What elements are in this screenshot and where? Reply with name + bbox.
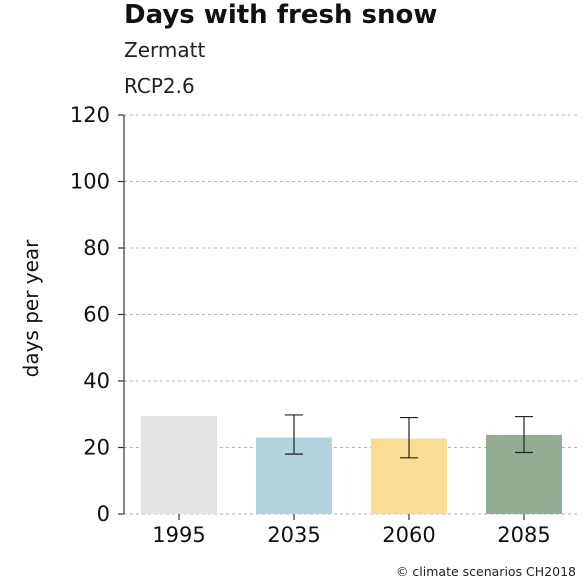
x-tick-label-2035: 2035 — [267, 523, 320, 547]
y-tick-label: 0 — [97, 502, 110, 526]
chart-title: Days with fresh snow — [124, 0, 438, 30]
x-tick-label-2085: 2085 — [497, 523, 550, 547]
x-tick-label-1995: 1995 — [152, 523, 205, 547]
bar-1995 — [141, 415, 217, 514]
y-axis-label: days per year — [19, 239, 43, 378]
y-tick-label: 40 — [83, 369, 110, 393]
chart-subtitle-scenario: RCP2.6 — [124, 74, 195, 98]
y-tick-label: 20 — [83, 436, 110, 460]
x-tick-label-2060: 2060 — [382, 523, 435, 547]
credit-text: © climate scenarios CH2018 — [395, 564, 576, 579]
y-tick-label: 60 — [83, 303, 110, 327]
y-tick-label: 80 — [83, 236, 110, 260]
y-tick-label: 120 — [70, 103, 110, 127]
y-tick-label: 100 — [70, 170, 110, 194]
chart-subtitle-location: Zermatt — [124, 38, 206, 62]
